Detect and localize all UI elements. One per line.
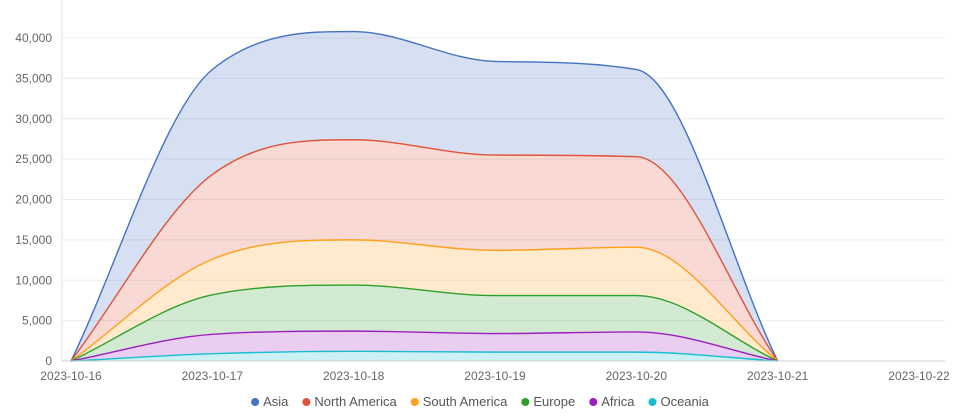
x-tick-label: 2023-10-21 (747, 369, 809, 383)
legend-item-africa[interactable]: Africa (589, 394, 635, 409)
y-tick-label: 5,000 (22, 314, 52, 328)
legend-item-north-america[interactable]: North America (302, 394, 398, 409)
y-tick-label: 30,000 (15, 112, 52, 126)
legend-label: Africa (601, 394, 635, 409)
y-tick-label: 0 (45, 354, 52, 368)
line-europe (70, 284, 778, 362)
y-tick-label: 20,000 (15, 193, 52, 207)
area-asia (71, 31, 778, 361)
y-tick-label: 15,000 (15, 233, 52, 247)
legend: Asia North America South America Europe Afri… (251, 394, 710, 409)
legend-label: Asia (263, 394, 289, 409)
x-tick-label: 2023-10-16 (40, 369, 102, 383)
area-series-layer (70, 30, 779, 362)
legend-item-asia[interactable]: Asia (251, 394, 289, 409)
line-south-america (70, 239, 779, 362)
legend-label: North America (314, 394, 397, 409)
area-oceania (71, 351, 778, 361)
line-oceania (70, 350, 778, 362)
legend-marker (302, 398, 311, 406)
area-north-america (71, 139, 778, 361)
x-tick-label: 2023-10-18 (323, 369, 385, 383)
line-africa (70, 330, 778, 362)
line-asia (70, 30, 779, 362)
area-africa (71, 331, 778, 361)
legend-item-europe[interactable]: Europe (521, 394, 575, 409)
x-tick-label: 2023-10-17 (182, 369, 244, 383)
y-tick-label: 10,000 (15, 273, 52, 287)
legend-marker (589, 398, 598, 406)
legend-label: Oceania (660, 394, 709, 409)
area-south-america (71, 239, 778, 361)
x-tick-label: 2023-10-19 (464, 369, 526, 383)
legend-marker (648, 398, 657, 406)
legend-marker (410, 398, 419, 406)
y-tick-label: 25,000 (15, 152, 52, 166)
gridlines (62, 37, 945, 362)
legend-marker (521, 398, 530, 406)
x-tick-label: 2023-10-20 (606, 369, 668, 383)
legend-marker (251, 398, 260, 406)
y-tick-label: 40,000 (15, 31, 52, 45)
legend-label: South America (423, 394, 508, 409)
area-europe (71, 285, 778, 361)
axes: 0 5,000 10,000 15,000 20,000 25,000 30,000 35,0… (15, 0, 950, 383)
legend-item-south-america[interactable]: South America (410, 394, 508, 409)
legend-item-oceania[interactable]: Oceania (648, 394, 710, 409)
y-tick-label: 35,000 (15, 71, 52, 85)
line-north-america (70, 139, 779, 362)
legend-label: Europe (533, 394, 575, 409)
x-tick-label: 2023-10-22 (888, 369, 950, 383)
